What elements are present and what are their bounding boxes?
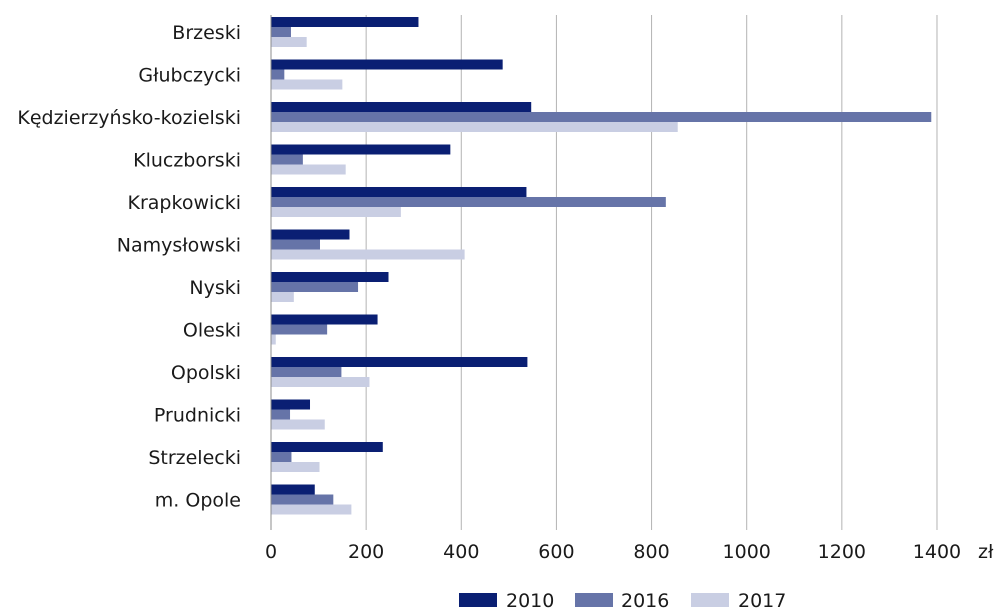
legend: 2010 2016 2017: [459, 590, 786, 610]
bar-2016-11: [271, 494, 334, 505]
bar-2010-10: [271, 442, 383, 452]
bar-2017-5: [271, 249, 465, 260]
legend-label-2016: 2016: [621, 590, 669, 610]
x-tick-label: 600: [538, 541, 574, 563]
bars: [271, 17, 932, 515]
x-tick-label: 1000: [723, 541, 771, 563]
category-labels: Brzeski Głubczycki Kędzierzyńsko-kozielski…: [17, 22, 241, 512]
category-label: Głubczycki: [138, 65, 241, 87]
bar-2016-3: [271, 154, 303, 165]
category-label: Namysłowski: [117, 235, 241, 257]
category-label: Strzelecki: [148, 447, 241, 469]
bar-2016-2: [271, 112, 932, 122]
bar-2017-10: [271, 462, 320, 472]
bar-2010-3: [271, 144, 451, 155]
x-tick-label: 1400: [913, 541, 961, 563]
bar-2010-4: [271, 187, 527, 197]
bar-2016-7: [271, 324, 328, 335]
legend-swatch-2016: [575, 593, 613, 607]
bar-2010-2: [271, 102, 532, 112]
bar-2010-7: [271, 314, 378, 325]
x-unit-label: zł: [978, 541, 994, 563]
bar-2016-5: [271, 239, 320, 250]
bar-2016-8: [271, 367, 342, 377]
bar-2016-0: [271, 27, 291, 37]
bar-2017-4: [271, 207, 401, 217]
legend-swatch-2010: [459, 593, 497, 607]
x-tick-label: 1200: [818, 541, 866, 563]
x-tick-labels: 0 200 400 600 800 1000 1200 1400 zł: [265, 541, 994, 563]
bar-2016-1: [271, 69, 285, 80]
x-tick-label: 200: [348, 541, 384, 563]
bar-2016-6: [271, 282, 359, 292]
bar-2017-0: [271, 37, 307, 47]
x-tick-label: 800: [633, 541, 669, 563]
bar-2017-9: [271, 419, 325, 430]
bar-2017-1: [271, 79, 343, 90]
x-tick-label: 400: [443, 541, 479, 563]
bar-2010-9: [271, 399, 311, 410]
category-label: Nyski: [189, 277, 241, 299]
bar-2017-2: [271, 122, 678, 132]
bar-2010-6: [271, 272, 389, 282]
category-label: Opolski: [171, 362, 241, 384]
category-label: m. Opole: [155, 490, 241, 512]
gridlines: [365, 15, 938, 530]
legend-label-2017: 2017: [738, 590, 786, 610]
category-label: Brzeski: [172, 22, 241, 44]
x-tick-label: 0: [265, 541, 277, 563]
category-label: Oleski: [183, 320, 241, 342]
legend-label-2010: 2010: [506, 590, 554, 610]
bar-2010-8: [271, 357, 528, 367]
bar-2010-11: [271, 484, 315, 495]
bar-2017-7: [271, 334, 276, 345]
category-label: Prudnicki: [154, 405, 241, 427]
legend-swatch-2017: [691, 593, 729, 607]
bar-2010-5: [271, 229, 350, 240]
bar-2017-8: [271, 377, 370, 387]
category-label: Kluczborski: [133, 150, 241, 172]
bar-2017-11: [271, 504, 352, 515]
bar-2016-4: [271, 197, 666, 207]
bar-2017-6: [271, 292, 294, 302]
bar-2016-9: [271, 409, 291, 420]
category-label: Kędzierzyńsko-kozielski: [17, 107, 241, 129]
bar-2016-10: [271, 452, 292, 462]
bar-2010-1: [271, 59, 503, 70]
category-label: Krapkowicki: [128, 192, 241, 214]
bar-2017-3: [271, 164, 346, 175]
bar-2010-0: [271, 17, 419, 27]
